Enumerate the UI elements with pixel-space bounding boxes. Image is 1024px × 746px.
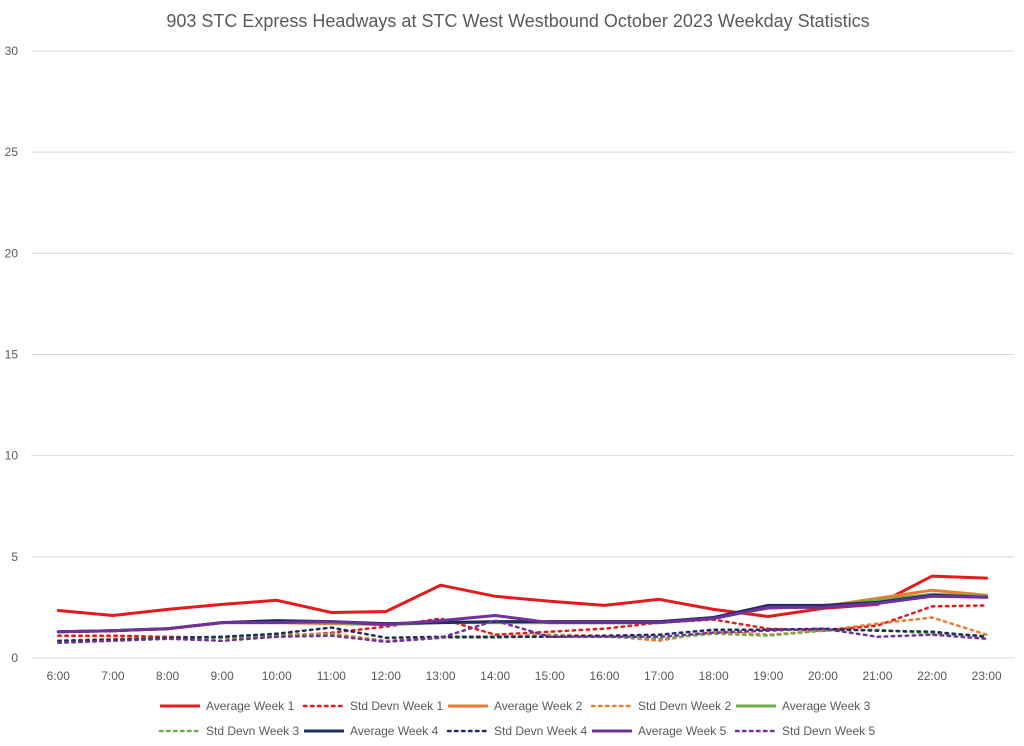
x-tick-label: 7:00 [101, 669, 125, 683]
legend: Average Week 1 Std Devn Week 1 Average Wee… [158, 699, 875, 738]
x-tick-label: 18:00 [699, 669, 729, 683]
legend-label: Std Devn Week 5 [782, 724, 875, 738]
legend-label: Average Week 3 [782, 699, 871, 713]
series-line-8 [57, 626, 988, 643]
x-tick-label: 10:00 [262, 669, 292, 683]
y-axis-ticks: 0 5 10 15 20 25 30 [5, 44, 19, 665]
x-tick-label: 9:00 [210, 669, 234, 683]
chart-title: 903 STC Express Headways at STC West Wes… [166, 11, 869, 31]
x-tick-label: 12:00 [371, 669, 401, 683]
legend-label: Std Devn Week 2 [638, 699, 731, 713]
series-line-10 [57, 619, 988, 645]
series-line-9 [56, 594, 989, 634]
legend-label: Average Week 1 [206, 699, 295, 713]
x-tick-label: 23:00 [972, 669, 1002, 683]
x-tick-label: 14:00 [480, 669, 510, 683]
x-tick-label: 15:00 [535, 669, 565, 683]
series-line-1 [56, 574, 989, 618]
x-tick-label: 6:00 [47, 669, 71, 683]
x-tick-label: 11:00 [317, 669, 346, 683]
legend-label: Std Devn Week 1 [350, 699, 443, 713]
x-tick-label: 8:00 [156, 669, 180, 683]
legend-label: Std Devn Week 3 [206, 724, 299, 738]
gridlines [31, 50, 1014, 659]
x-tick-label: 16:00 [589, 669, 619, 683]
y-tick-label: 15 [5, 348, 19, 362]
y-tick-label: 5 [11, 550, 18, 564]
series-lines [56, 574, 989, 645]
x-tick-label: 21:00 [862, 669, 892, 683]
y-tick-label: 0 [11, 651, 18, 665]
legend-label: Std Devn Week 4 [494, 724, 587, 738]
x-tick-label: 19:00 [753, 669, 783, 683]
x-tick-label: 20:00 [808, 669, 838, 683]
x-tick-label: 22:00 [917, 669, 947, 683]
legend-label: Average Week 2 [494, 699, 583, 713]
legend-label: Average Week 5 [638, 724, 727, 738]
y-tick-label: 25 [5, 145, 19, 159]
legend-label: Average Week 4 [350, 724, 439, 738]
x-tick-label: 13:00 [426, 669, 456, 683]
y-tick-label: 10 [5, 449, 19, 463]
x-axis-ticks: 6:00 7:00 8:00 9:00 10:00 11:00 12:00 13:00 14:0… [47, 669, 1002, 683]
y-tick-label: 30 [5, 44, 19, 58]
x-tick-label: 17:00 [644, 669, 674, 683]
y-tick-label: 20 [5, 246, 19, 260]
